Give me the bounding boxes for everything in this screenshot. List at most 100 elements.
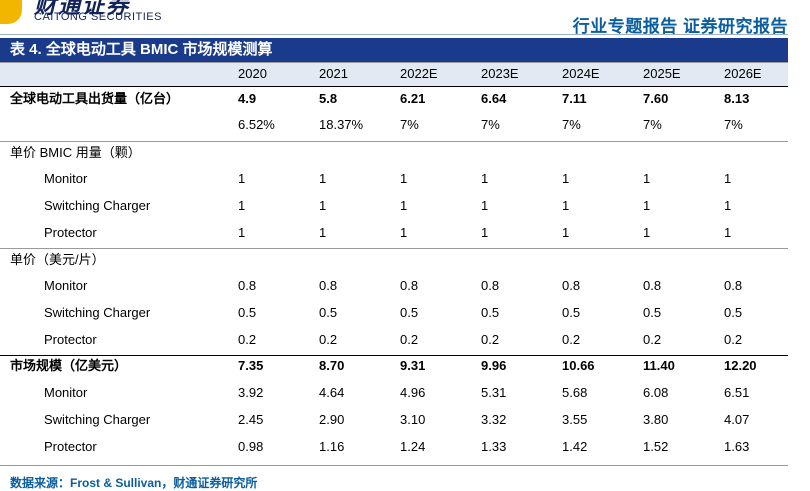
header-divider — [0, 34, 788, 35]
table-cell: 1 — [319, 171, 327, 186]
table-cell: 2.90 — [319, 412, 345, 427]
table-cell: 4.96 — [400, 385, 426, 400]
table-cell: 3.92 — [238, 385, 264, 400]
table-cell: 7% — [724, 117, 743, 132]
table-cell: 6.08 — [643, 385, 669, 400]
table-cell: 4.9 — [238, 91, 257, 106]
table-cell: 0.5 — [562, 305, 581, 320]
table-cell: 3.55 — [562, 412, 588, 427]
table-cell: 6.64 — [481, 91, 507, 106]
table-cell: 1.42 — [562, 439, 588, 454]
table-cell: 4.07 — [724, 412, 750, 427]
table-cell: 0.5 — [643, 305, 662, 320]
table-cell: 1 — [643, 225, 651, 240]
column-header: 2020 — [238, 66, 267, 81]
row-label: 单价（美元/片） — [10, 252, 105, 267]
table-cell: 0.2 — [481, 332, 500, 347]
table-cell: 0.8 — [238, 278, 257, 293]
row-label: Monitor — [44, 278, 88, 293]
table-cell: 1 — [400, 198, 408, 213]
report-header: 财通证券 CAITONG SECURITIES 行业专题报告 证券研究报告 — [0, 0, 810, 38]
table-cell: 1 — [400, 225, 408, 240]
table-cell: 0.2 — [400, 332, 419, 347]
table-cell: 1.52 — [643, 439, 669, 454]
table-cell: 0.5 — [238, 305, 257, 320]
brand-name-en: CAITONG SECURITIES — [34, 11, 162, 23]
table-cell: 1 — [643, 171, 651, 186]
row-label: Protector — [44, 225, 97, 240]
table-cell: 0.8 — [562, 278, 581, 293]
table-cell: 1 — [238, 225, 246, 240]
table-cell: 5.68 — [562, 385, 588, 400]
source-note: 数据来源：Frost & Sullivan，财通证券研究所 — [10, 476, 258, 490]
table-cell: 7% — [481, 117, 500, 132]
table-cell: 7% — [400, 117, 419, 132]
row-label: Monitor — [44, 385, 88, 400]
row-label: 单价 BMIC 用量（颗） — [10, 145, 141, 160]
report-type-title: 行业专题报告 证券研究报告 — [572, 17, 788, 36]
table-cell: 1 — [724, 171, 732, 186]
table-cell: 10.66 — [562, 358, 595, 373]
table-cell: 0.8 — [319, 278, 338, 293]
table-cell: 0.8 — [724, 278, 743, 293]
table-cell: 7.11 — [562, 91, 587, 106]
table-cell: 0.8 — [643, 278, 662, 293]
table-cell: 1 — [400, 171, 408, 186]
table-cell: 12.20 — [724, 358, 757, 373]
table-cell: 0.2 — [643, 332, 662, 347]
table-cell: 0.5 — [724, 305, 743, 320]
table-cell: 2.45 — [238, 412, 264, 427]
table-title: 表 4. 全球电动工具 BMIC 市场规模测算 — [0, 38, 788, 62]
table-cell: 6.21 — [400, 91, 426, 106]
table-cell: 5.31 — [481, 385, 507, 400]
table-cell: 0.2 — [724, 332, 743, 347]
table-cell: 1 — [238, 171, 246, 186]
table-cell: 1 — [643, 198, 651, 213]
table-cell: 1.24 — [400, 439, 426, 454]
table-cell: 1 — [481, 225, 489, 240]
table-cell: 3.32 — [481, 412, 507, 427]
column-header-band — [0, 62, 788, 86]
table-cell: 1 — [562, 171, 570, 186]
table-cell: 9.31 — [400, 358, 426, 373]
column-header: 2024E — [562, 66, 600, 81]
table-cell: 1 — [319, 225, 327, 240]
table-cell: 1 — [481, 198, 489, 213]
table-cell: 1 — [724, 198, 732, 213]
table-cell: 0.8 — [481, 278, 500, 293]
table-cell: 0.5 — [481, 305, 500, 320]
table-cell: 1.63 — [724, 439, 750, 454]
table-cell: 8.13 — [724, 91, 750, 106]
table-cell: 0.2 — [238, 332, 257, 347]
table-cell: 1 — [238, 198, 246, 213]
table-cell: 5.8 — [319, 91, 338, 106]
row-label: Switching Charger — [44, 305, 151, 320]
table-cell: 3.80 — [643, 412, 669, 427]
row-label: Monitor — [44, 171, 88, 186]
table-cell: 18.37% — [319, 117, 364, 132]
row-label: 市场规模（亿美元） — [10, 358, 128, 373]
table-rule — [0, 62, 788, 63]
table-rule — [0, 248, 788, 249]
table-cell: 8.70 — [319, 358, 345, 373]
table-cell: 6.51 — [724, 385, 750, 400]
table-cell: 0.98 — [238, 439, 264, 454]
table-cell: 7% — [643, 117, 662, 132]
row-label: Protector — [44, 332, 97, 347]
table-cell: 6.52% — [238, 117, 275, 132]
column-header: 2025E — [643, 66, 681, 81]
table-cell: 1.16 — [319, 439, 345, 454]
table-cell: 4.64 — [319, 385, 345, 400]
column-header: 2026E — [724, 66, 762, 81]
table-cell: 0.2 — [562, 332, 581, 347]
column-header: 2023E — [481, 66, 519, 81]
table-cell: 1 — [481, 171, 489, 186]
table-cell: 3.10 — [400, 412, 426, 427]
table-rule — [0, 86, 788, 87]
table-cell: 11.40 — [643, 358, 675, 373]
brand-logo-icon — [0, 0, 22, 24]
row-label: Switching Charger — [44, 412, 151, 427]
row-label: Protector — [44, 439, 97, 454]
table-cell: 0.5 — [319, 305, 338, 320]
brand-name-cn: 财通证券 — [34, 0, 131, 19]
